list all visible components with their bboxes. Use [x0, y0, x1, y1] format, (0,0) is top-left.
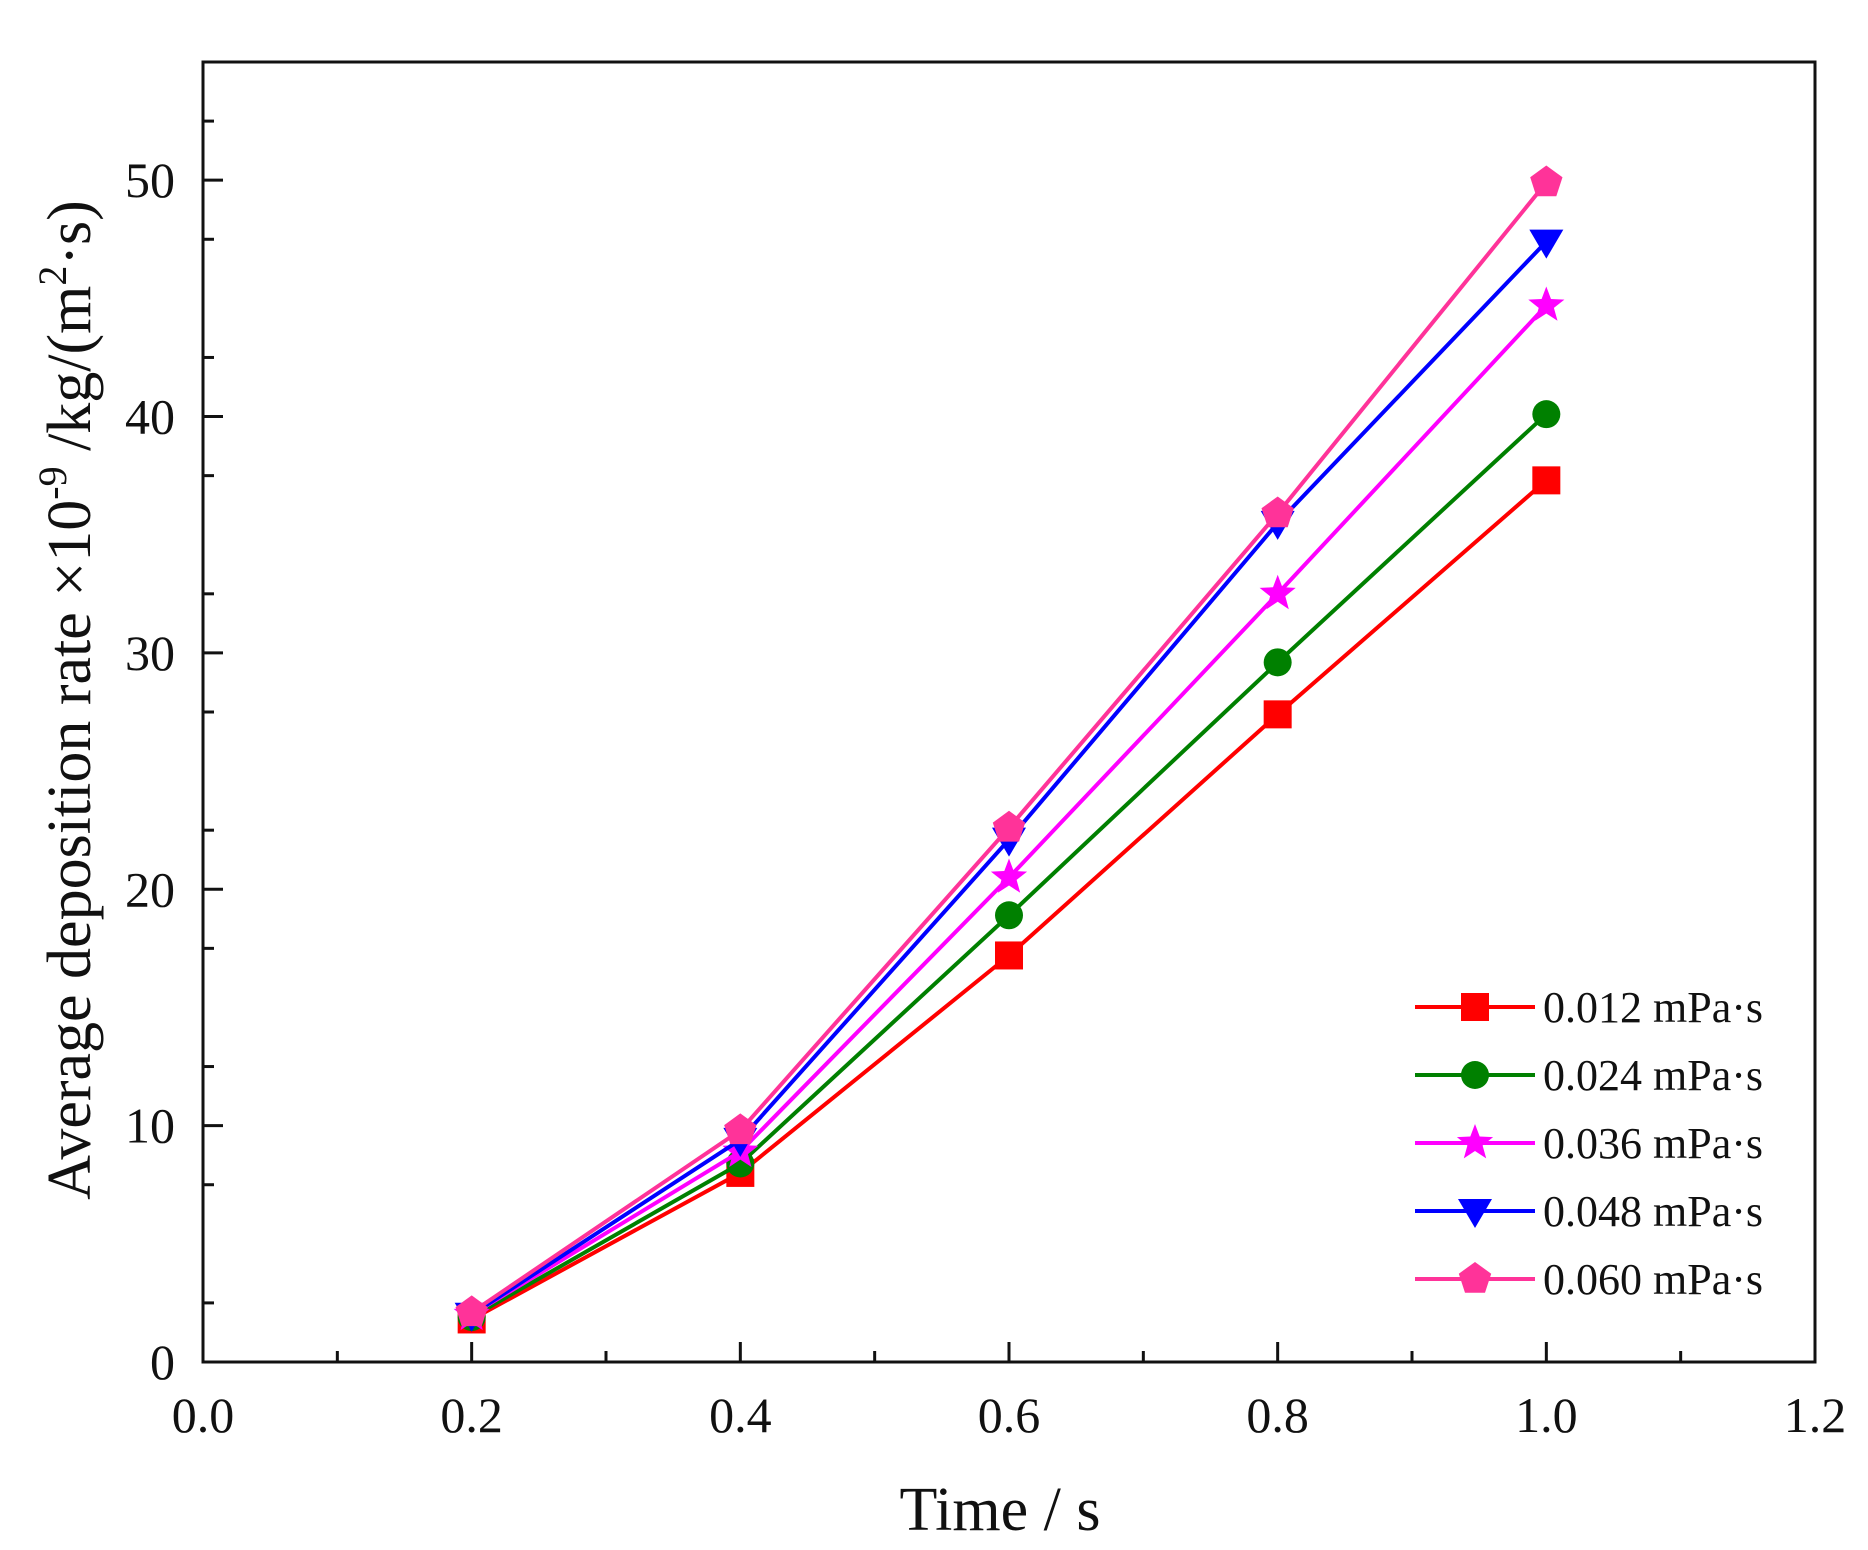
x-tick-label: 0.0	[172, 1387, 235, 1443]
legend-entry: 0.036 mPa·s	[1415, 1119, 1763, 1168]
y-tick-label: 10	[125, 1098, 175, 1154]
data-point	[1532, 466, 1561, 495]
legend-label: 0.012 mPa·s	[1543, 983, 1763, 1032]
data-point	[1259, 574, 1296, 610]
legend-marker	[1461, 993, 1489, 1021]
series-2	[457, 400, 1561, 1332]
series-line	[470, 181, 1548, 1315]
series-3	[453, 286, 1565, 1331]
legend-label: 0.048 mPa·s	[1543, 1187, 1763, 1236]
x-tick-label: 1.0	[1515, 1387, 1578, 1443]
series-layer	[453, 165, 1565, 1334]
legend-marker	[1461, 1061, 1489, 1089]
legend-marker	[1456, 1124, 1494, 1159]
data-point	[1261, 496, 1294, 528]
x-tick-label: 0.4	[709, 1387, 772, 1443]
y-tick-label: 40	[125, 389, 175, 445]
legend-entry: 0.024 mPa·s	[1415, 1051, 1763, 1100]
legend: 0.012 mPa·s 0.024 mPa·s 0.036 mPa·s 0.048 m…	[1415, 983, 1763, 1304]
y-axis-title-middle: /kg/(m	[36, 286, 104, 467]
y-axis-title-squared: 2	[30, 266, 75, 286]
data-point	[995, 901, 1023, 930]
data-point	[990, 858, 1028, 893]
y-axis-title-prefix: Average deposition rate ×10	[36, 500, 104, 1200]
series-line	[470, 240, 1548, 1317]
data-point	[1263, 700, 1292, 729]
y-axis-title: Average deposition rate ×10-9 /kg/(m2·s)	[30, 200, 104, 1200]
x-tick-label: 0.6	[978, 1387, 1041, 1443]
data-point	[992, 810, 1026, 842]
x-tick-label: 0.8	[1246, 1387, 1309, 1443]
y-tick-label: 20	[125, 861, 175, 917]
x-tick-label: 1.2	[1784, 1387, 1847, 1443]
data-point	[1530, 165, 1563, 197]
data-point	[724, 1113, 757, 1145]
x-tick-label: 0.2	[440, 1387, 503, 1443]
legend-label: 0.036 mPa·s	[1543, 1119, 1763, 1168]
data-point	[1528, 286, 1565, 321]
legend-marker	[1458, 1199, 1492, 1228]
axes: 0.0 0.2 0.4 0.6 0.8 1.0 1.2 0 10 20 30 40 50	[125, 60, 1847, 1443]
data-point	[455, 1295, 488, 1327]
legend-label: 0.024 mPa·s	[1543, 1051, 1763, 1100]
legend-entry: 0.060 mPa·s	[1415, 1255, 1763, 1304]
data-point	[995, 941, 1023, 970]
series-line	[470, 478, 1548, 1322]
series-5	[455, 165, 1563, 1327]
legend-entry: 0.012 mPa·s	[1415, 983, 1763, 1032]
data-point	[1529, 229, 1564, 259]
legend-entry: 0.048 mPa·s	[1415, 1187, 1763, 1236]
y-axis-title-exponent: -9	[30, 466, 75, 499]
y-tick-label: 30	[125, 625, 175, 681]
data-point	[1263, 648, 1292, 677]
data-point	[1532, 400, 1561, 429]
series-4	[454, 229, 1564, 1332]
y-tick-label: 0	[150, 1334, 175, 1390]
series-line	[470, 304, 1548, 1317]
legend-marker	[1458, 1262, 1492, 1293]
y-axis-title-suffix: ·s)	[36, 200, 104, 265]
series-1	[457, 466, 1561, 1334]
y-tick-label: 50	[125, 152, 175, 208]
x-axis-title: Time / s	[899, 1476, 1100, 1544]
legend-label: 0.060 mPa·s	[1543, 1255, 1763, 1304]
